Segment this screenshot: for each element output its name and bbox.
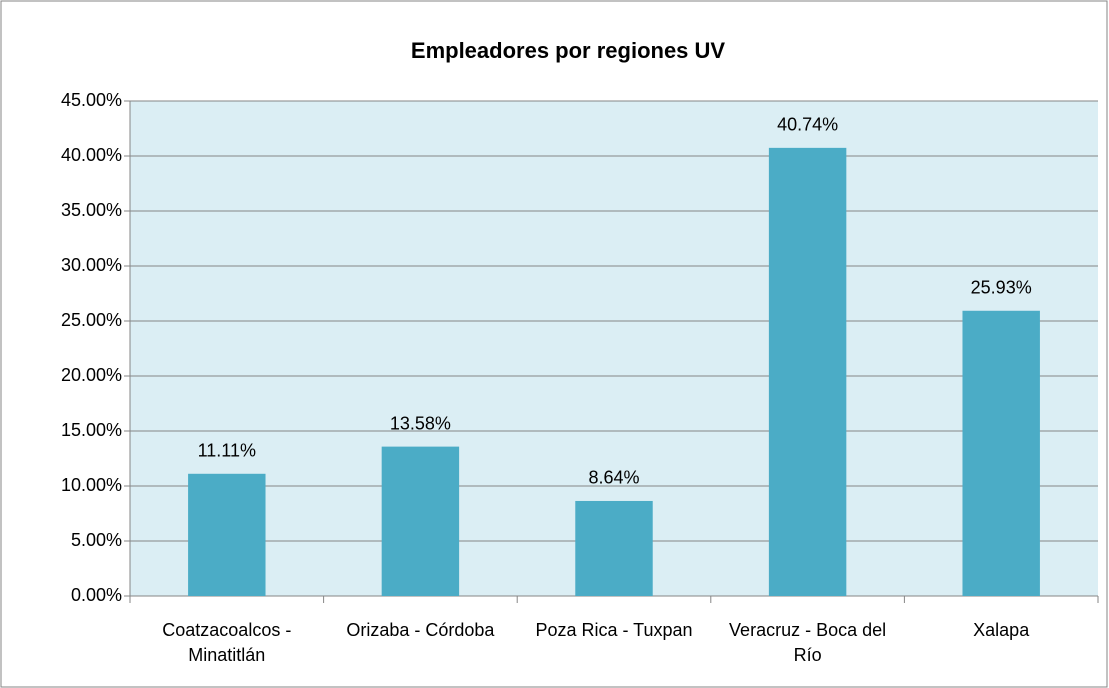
x-tick-label: Veracruz - Boca del Río [729,620,887,665]
y-tick-label: 25.00% [61,310,122,330]
data-label: 25.93% [971,278,1032,298]
bar [768,147,847,597]
y-tick-label: 45.00% [61,90,122,110]
y-tick-label: 20.00% [61,365,122,385]
data-label: 40.74% [777,115,838,135]
data-label: 8.64% [588,468,639,488]
y-tick-label: 40.00% [61,145,122,165]
y-tick-label: 0.00% [71,585,122,605]
data-label: 13.58% [390,413,451,433]
x-tick-label: Coatzacoalcos - Minatitlán [162,620,292,665]
bar [188,473,266,596]
data-label: 11.11% [198,441,256,461]
chart-title: Empleadores por regiones UV [411,38,726,63]
bar [575,500,653,596]
x-tick-label: Poza Rica - Tuxpan [535,620,693,640]
y-tick-label: 5.00% [71,530,122,550]
x-tick-label: Xalapa [973,620,1030,640]
bar [381,446,460,596]
bar [962,310,1040,596]
y-tick-label: 35.00% [61,200,122,220]
x-tick-label: Orizaba - Córdoba [346,620,495,640]
y-tick-label: 30.00% [61,255,122,275]
y-tick-label: 10.00% [61,475,122,495]
y-tick-label: 15.00% [61,420,122,440]
